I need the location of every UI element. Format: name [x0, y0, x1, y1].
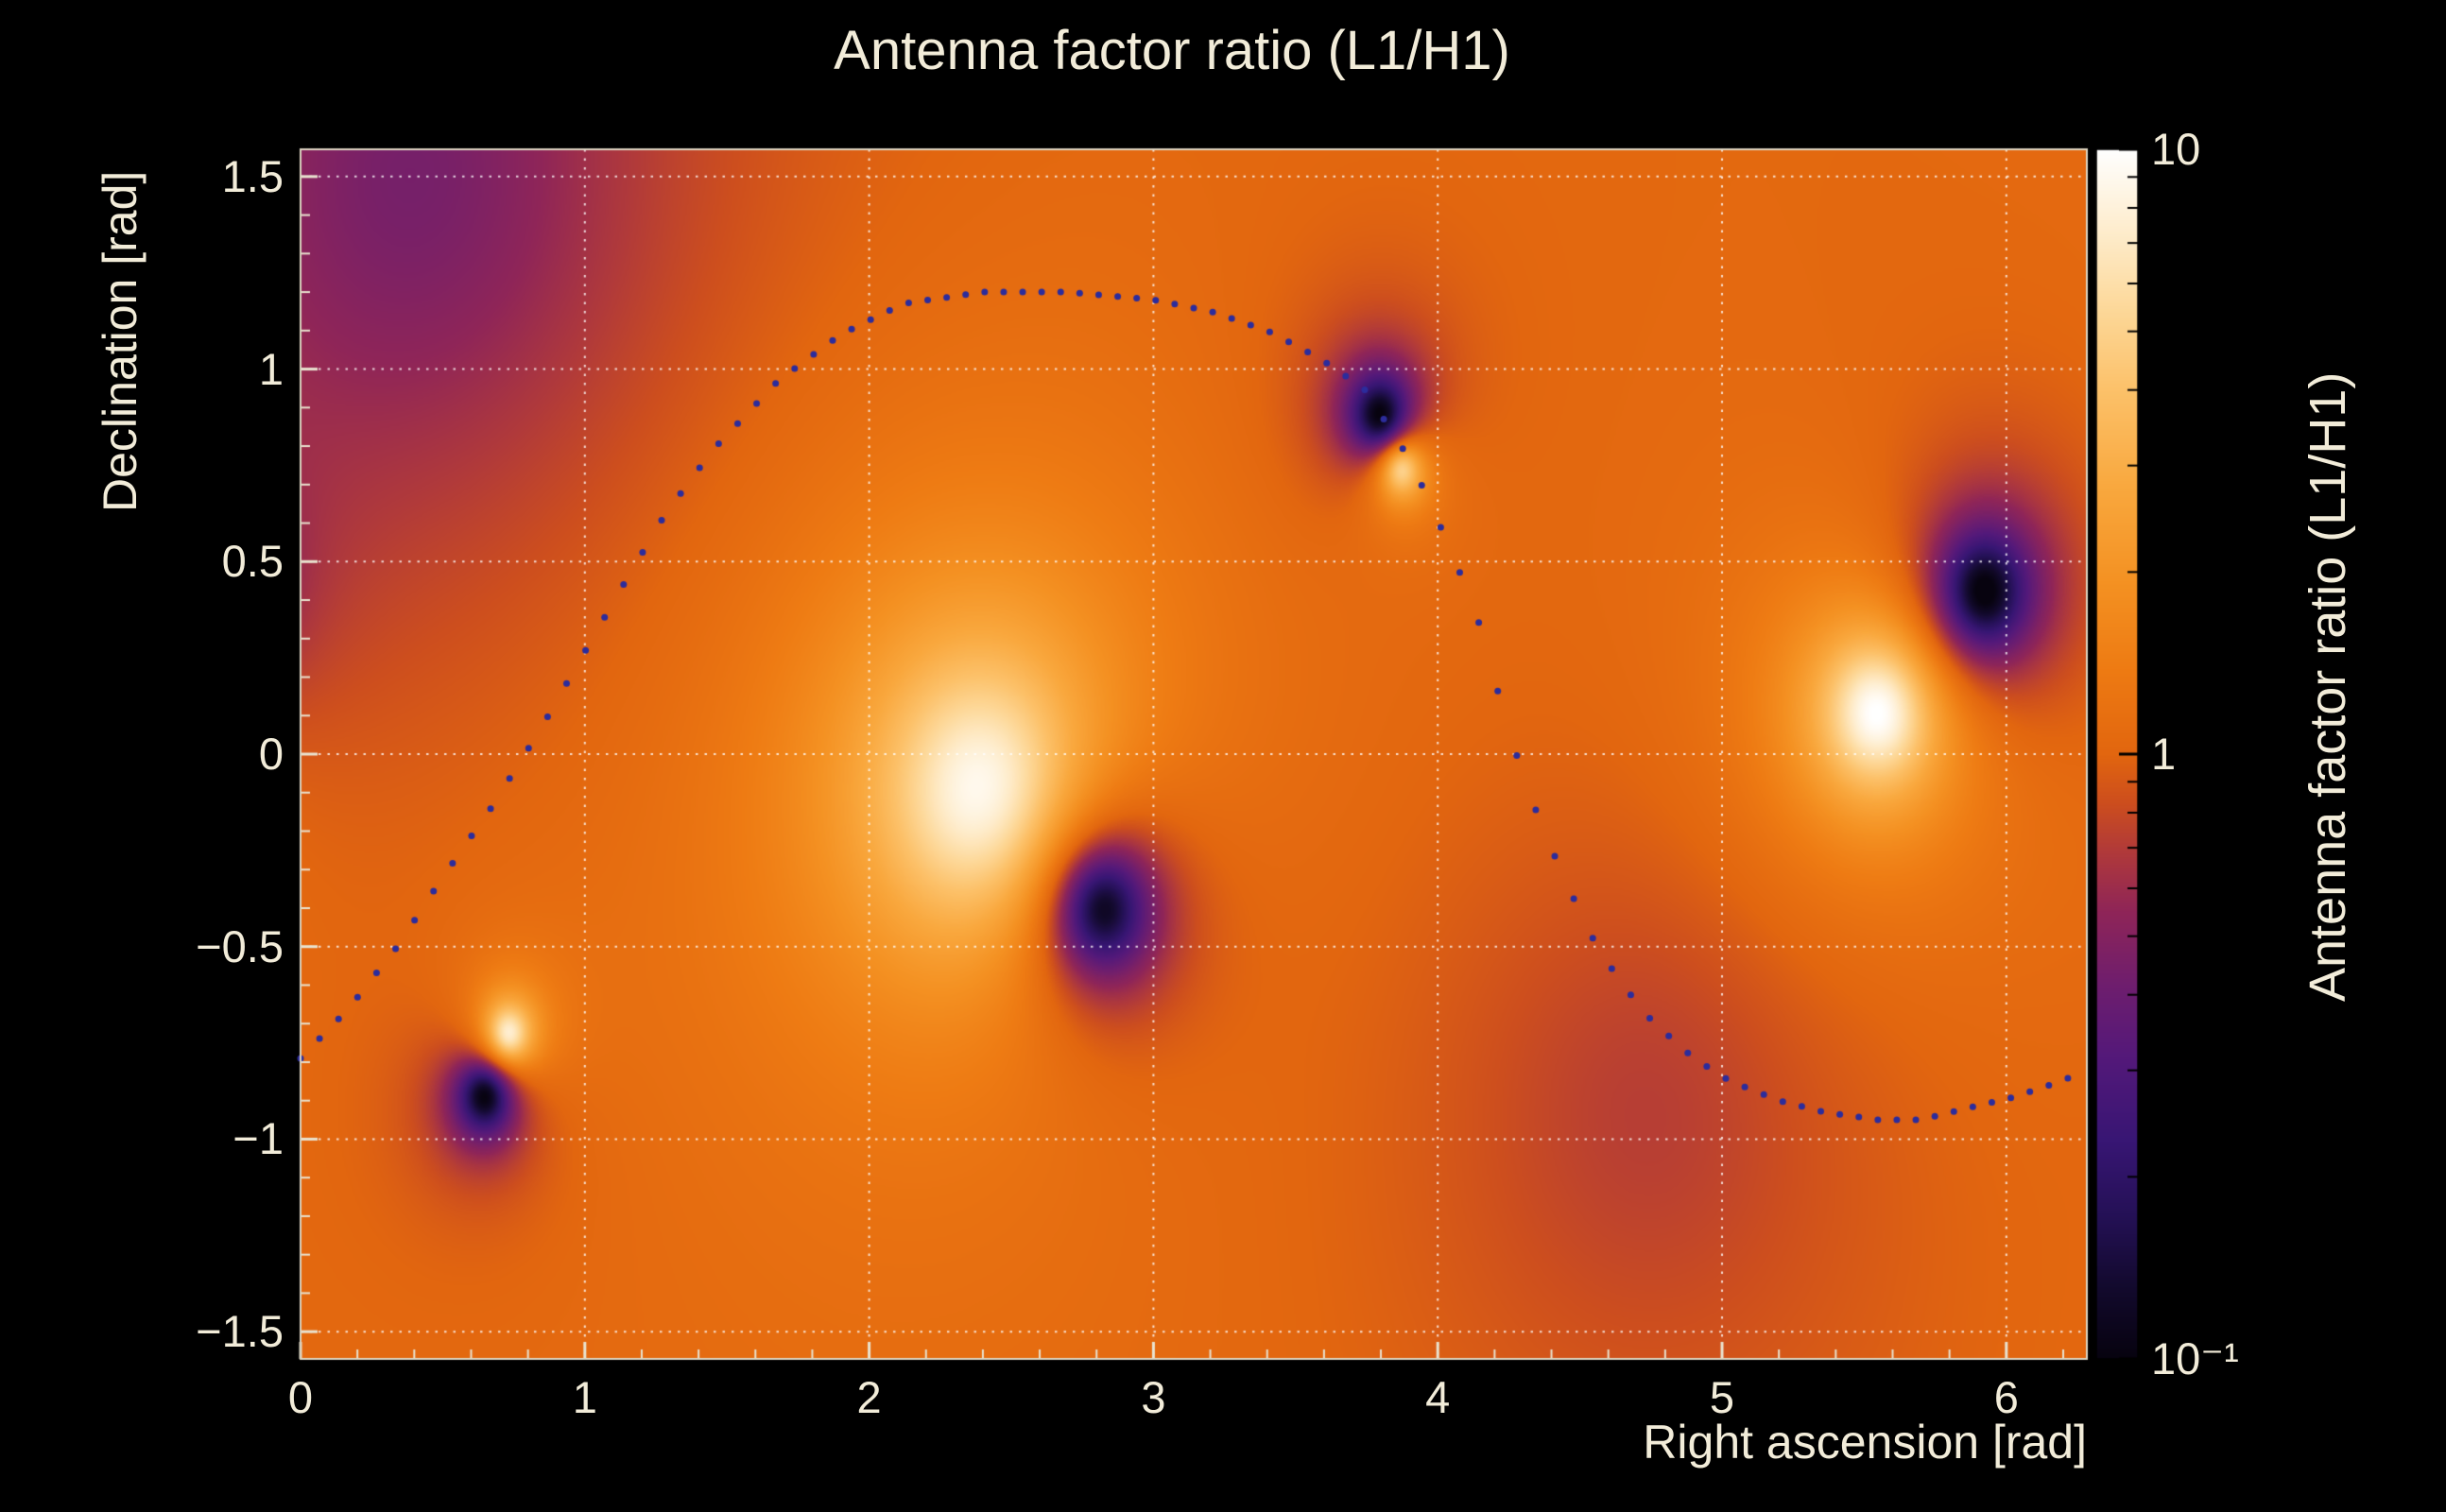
x-tick-label: 2 — [856, 1372, 882, 1422]
colorbar-tick-label: 10⁻¹ — [2151, 1333, 2239, 1383]
x-tick-label: 6 — [1993, 1372, 2019, 1422]
x-axis-title: Right ascension [rad] — [1643, 1416, 2087, 1469]
y-tick-label: 0.5 — [221, 536, 284, 587]
y-tick-label: −1.5 — [196, 1306, 284, 1357]
colorbar-tick-label: 1 — [2151, 729, 2177, 779]
x-tick-label: 4 — [1425, 1372, 1451, 1422]
colorbar-axis-title: Antenna factor ratio (L1/H1) — [2300, 371, 2356, 1002]
y-tick-label: −0.5 — [196, 920, 284, 971]
colorbar-tick-label: 10 — [2151, 124, 2201, 174]
y-tick-label: 1 — [258, 343, 284, 394]
chart-title: Antenna factor ratio (L1/H1) — [834, 20, 1510, 81]
y-tick-label: 1.5 — [221, 150, 284, 201]
x-tick-label: 3 — [1141, 1372, 1166, 1422]
x-tick-label: 1 — [572, 1372, 597, 1422]
x-tick-label: 5 — [1709, 1372, 1735, 1422]
x-tick-label: 0 — [287, 1372, 314, 1422]
y-tick-label: −1 — [233, 1113, 284, 1164]
y-tick-label: 0 — [258, 729, 284, 779]
y-axis-title: Declination [rad] — [94, 170, 146, 512]
